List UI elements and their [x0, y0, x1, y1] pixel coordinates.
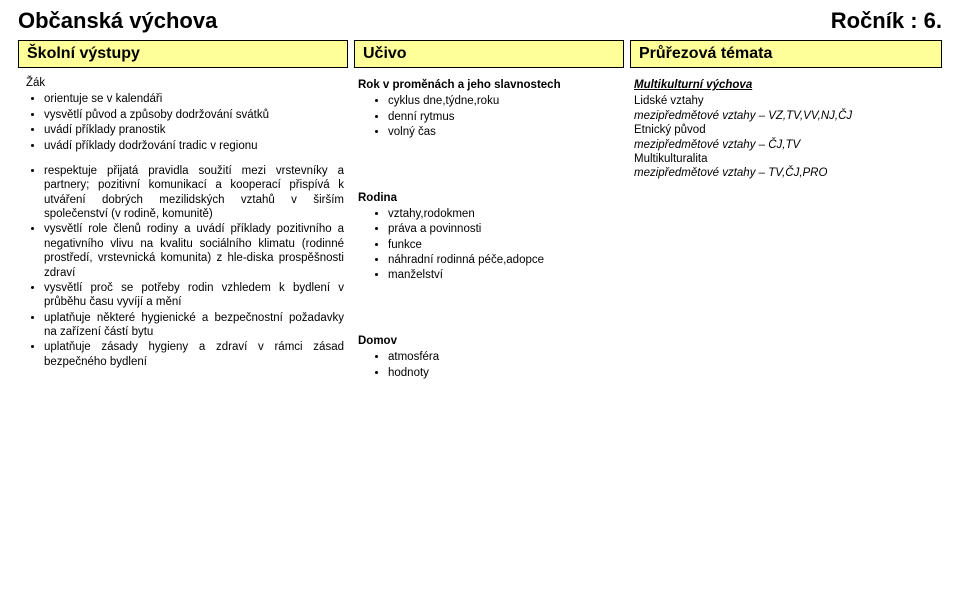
list-item: náhradní rodinná péče,adopce [388, 253, 620, 267]
title-row: Občanská výchova Ročník : 6. [18, 8, 942, 34]
list-item: orientuje se v kalendáři [44, 92, 344, 106]
list-item: manželství [388, 268, 620, 282]
list-item: uplatňuje zásady hygieny a zdraví v rámc… [44, 340, 344, 369]
italic-text: mezipředmětové vztahy – TV,ČJ,PRO [634, 167, 827, 179]
list-item: práva a povinnosti [388, 222, 620, 236]
spacer [358, 284, 620, 332]
cross-topic-line: Lidské vztahy [634, 94, 938, 108]
outcomes-list-2: respektuje přijatá pravidla soužití mezi… [22, 164, 344, 369]
list-item: vysvětlí původ a způsoby dodržování svát… [44, 108, 344, 122]
list-item: hodnoty [388, 366, 620, 380]
curriculum-list: vztahy,rodokmen práva a povinnosti funkc… [358, 207, 620, 283]
cross-topic-line: mezipředmětové vztahy – ČJ,TV [634, 138, 938, 152]
curriculum-list: atmosféra hodnoty [358, 350, 620, 380]
cross-topic-line: mezipředmětové vztahy – TV,ČJ,PRO [634, 166, 938, 180]
list-item: vysvětlí role členů rodiny a uvádí příkl… [44, 222, 344, 280]
cross-topic-line: Multikulturalita [634, 152, 938, 166]
section-heading: Domov [358, 334, 620, 348]
spacer [22, 154, 344, 164]
section-heading: Rodina [358, 191, 620, 205]
list-item: uvádí příklady pranostik [44, 123, 344, 137]
section-heading: Rok v proměnách a jeho slavnostech [358, 78, 620, 92]
page: Občanská výchova Ročník : 6. Školní výst… [0, 0, 960, 381]
col-outcomes: Žák orientuje se v kalendáři vysvětlí pů… [18, 70, 348, 381]
list-item: uvádí příklady dodržování tradic v regio… [44, 139, 344, 153]
italic-text: mezipředmětové vztahy – ČJ,TV [634, 139, 800, 151]
curriculum-list: cyklus dne,týdne,roku denní rytmus volný… [358, 94, 620, 139]
outcomes-list: orientuje se v kalendáři vysvětlí původ … [22, 92, 344, 153]
col-cross-topics: Multikulturní výchova Lidské vztahy mezi… [630, 70, 942, 381]
italic-text: mezipředmětové vztahy – VZ,TV,VV,NJ,ČJ [634, 110, 852, 122]
column-headers: Školní výstupy Učivo Průřezová témata [18, 40, 942, 68]
spacer [358, 141, 620, 189]
grade-title: Ročník : 6. [831, 8, 942, 34]
header-outcomes: Školní výstupy [18, 40, 348, 68]
header-cross-topics: Průřezová témata [630, 40, 942, 68]
list-item: atmosféra [388, 350, 620, 364]
cross-topic-line: mezipředmětové vztahy – VZ,TV,VV,NJ,ČJ [634, 109, 938, 123]
col-curriculum: Rok v proměnách a jeho slavnostech cyklu… [354, 70, 624, 381]
list-item: cyklus dne,týdne,roku [388, 94, 620, 108]
header-curriculum: Učivo [354, 40, 624, 68]
list-item: uplatňuje některé hygienické a bezpečnos… [44, 311, 344, 340]
columns: Žák orientuje se v kalendáři vysvětlí pů… [18, 70, 942, 381]
list-item: vysvětlí proč se potřeby rodin vzhledem … [44, 281, 344, 310]
list-item: denní rytmus [388, 110, 620, 124]
list-item: respektuje přijatá pravidla soužití mezi… [44, 164, 344, 222]
list-item: funkce [388, 238, 620, 252]
cross-topic-heading: Multikulturní výchova [634, 78, 938, 92]
cross-topic-line: Etnický původ [634, 123, 938, 137]
zak-label: Žák [26, 76, 344, 90]
list-item: volný čas [388, 125, 620, 139]
list-item: vztahy,rodokmen [388, 207, 620, 221]
subject-title: Občanská výchova [18, 8, 217, 34]
